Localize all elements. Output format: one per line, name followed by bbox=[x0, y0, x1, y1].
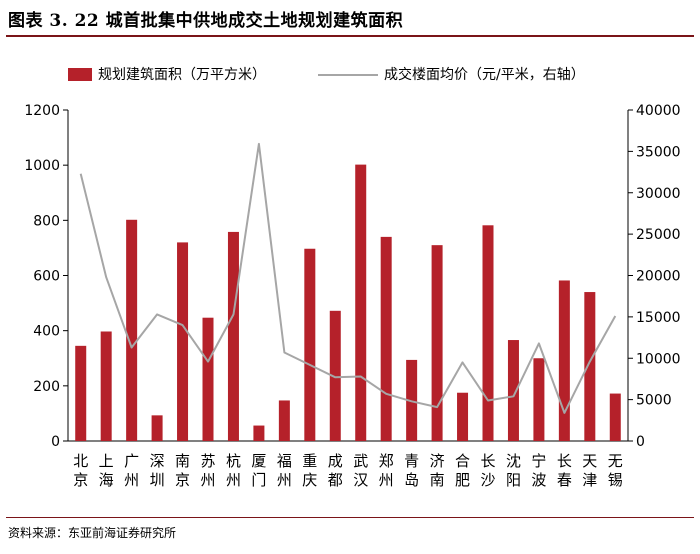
bar bbox=[151, 415, 163, 441]
right-tick-label: 25000 bbox=[636, 227, 681, 243]
right-tick-label: 35000 bbox=[636, 144, 681, 160]
title-rule bbox=[6, 35, 694, 37]
bar bbox=[609, 393, 621, 441]
left-tick-label: 1200 bbox=[24, 103, 60, 119]
legend: 规划建筑面积（万平方米） 成交楼面均价（元/平米，右轴） bbox=[68, 66, 585, 83]
legend-swatch-bar bbox=[68, 68, 92, 81]
source-rule bbox=[6, 517, 694, 518]
x-tick-label: 长沙 bbox=[480, 452, 495, 489]
bar bbox=[558, 280, 570, 441]
right-tick-label: 10000 bbox=[636, 351, 681, 367]
x-tick-label: 成都 bbox=[328, 452, 343, 489]
bar bbox=[482, 225, 494, 441]
bar bbox=[202, 317, 214, 441]
x-tick-label: 长春 bbox=[557, 452, 572, 489]
x-tick-label: 武汉 bbox=[353, 452, 368, 489]
bar bbox=[278, 400, 290, 441]
bar bbox=[457, 392, 469, 441]
bar bbox=[329, 310, 341, 441]
bar bbox=[75, 345, 87, 441]
line-series bbox=[79, 142, 617, 414]
x-tick-label: 合肥 bbox=[455, 452, 470, 489]
right-tick-label: 5000 bbox=[636, 393, 672, 409]
x-tick-label: 天津 bbox=[582, 452, 597, 489]
bar bbox=[126, 219, 138, 441]
legend-label-line: 成交楼面均价（元/平米，右轴） bbox=[384, 66, 585, 83]
x-tick-label: 苏州 bbox=[200, 452, 215, 489]
right-tick-label: 0 bbox=[636, 434, 645, 450]
bar bbox=[380, 236, 392, 441]
left-tick-label: 800 bbox=[33, 213, 60, 229]
bar bbox=[355, 164, 367, 442]
x-tick-label: 北京 bbox=[73, 452, 88, 489]
x-tick-label: 南京 bbox=[175, 452, 190, 489]
chart: 规划建筑面积（万平方米） 成交楼面均价（元/平米，右轴） 0 200 400 600 8… bbox=[24, 66, 680, 489]
price-line bbox=[79, 142, 617, 414]
bar-series bbox=[75, 164, 621, 442]
bar bbox=[227, 231, 239, 441]
x-axis-labels: 北京上海广州深圳南京苏州杭州厦门福州重庆成都武汉郑州青岛济南合肥长沙沈阳宁波长春… bbox=[73, 452, 623, 489]
bar bbox=[304, 248, 316, 441]
x-tick-label: 杭州 bbox=[226, 452, 241, 489]
x-tick-label: 重庆 bbox=[302, 452, 317, 489]
x-tick-label: 青岛 bbox=[404, 452, 419, 489]
right-tick-label: 40000 bbox=[636, 103, 681, 119]
bar bbox=[584, 292, 596, 441]
left-tick-label: 200 bbox=[33, 379, 60, 395]
x-tick-label: 沈阳 bbox=[506, 452, 521, 489]
left-tick-label: 0 bbox=[51, 434, 60, 450]
left-tick-label: 600 bbox=[33, 269, 60, 285]
bar bbox=[507, 340, 519, 441]
axes: 0 200 400 600 800 1000 1200 0 5000 10000 15000 2000… bbox=[24, 103, 680, 450]
left-tick-label: 1000 bbox=[24, 158, 60, 174]
bar bbox=[100, 331, 112, 441]
right-tick-label: 30000 bbox=[636, 186, 681, 202]
legend-label-bar: 规划建筑面积（万平方米） bbox=[98, 67, 266, 83]
right-tick-label: 15000 bbox=[636, 310, 681, 326]
bar bbox=[533, 358, 545, 441]
x-tick-label: 郑州 bbox=[379, 452, 394, 489]
left-tick-label: 400 bbox=[33, 324, 60, 340]
source-note: 资料来源：东亚前海证券研究所 bbox=[8, 526, 177, 540]
figure-title: 图表 3. 22 城首批集中供地成交土地规划建筑面积 bbox=[8, 11, 404, 31]
x-tick-label: 济南 bbox=[430, 452, 445, 489]
x-tick-label: 无锡 bbox=[608, 452, 623, 489]
x-tick-label: 福州 bbox=[277, 452, 292, 489]
x-tick-label: 上海 bbox=[99, 452, 114, 489]
bar bbox=[431, 245, 443, 441]
bar bbox=[177, 242, 189, 441]
x-tick-label: 深圳 bbox=[150, 452, 165, 489]
x-tick-label: 厦门 bbox=[251, 452, 266, 489]
bar bbox=[253, 425, 265, 441]
right-tick-label: 20000 bbox=[636, 269, 681, 285]
x-tick-label: 宁波 bbox=[531, 452, 546, 489]
x-tick-label: 广州 bbox=[124, 452, 139, 489]
